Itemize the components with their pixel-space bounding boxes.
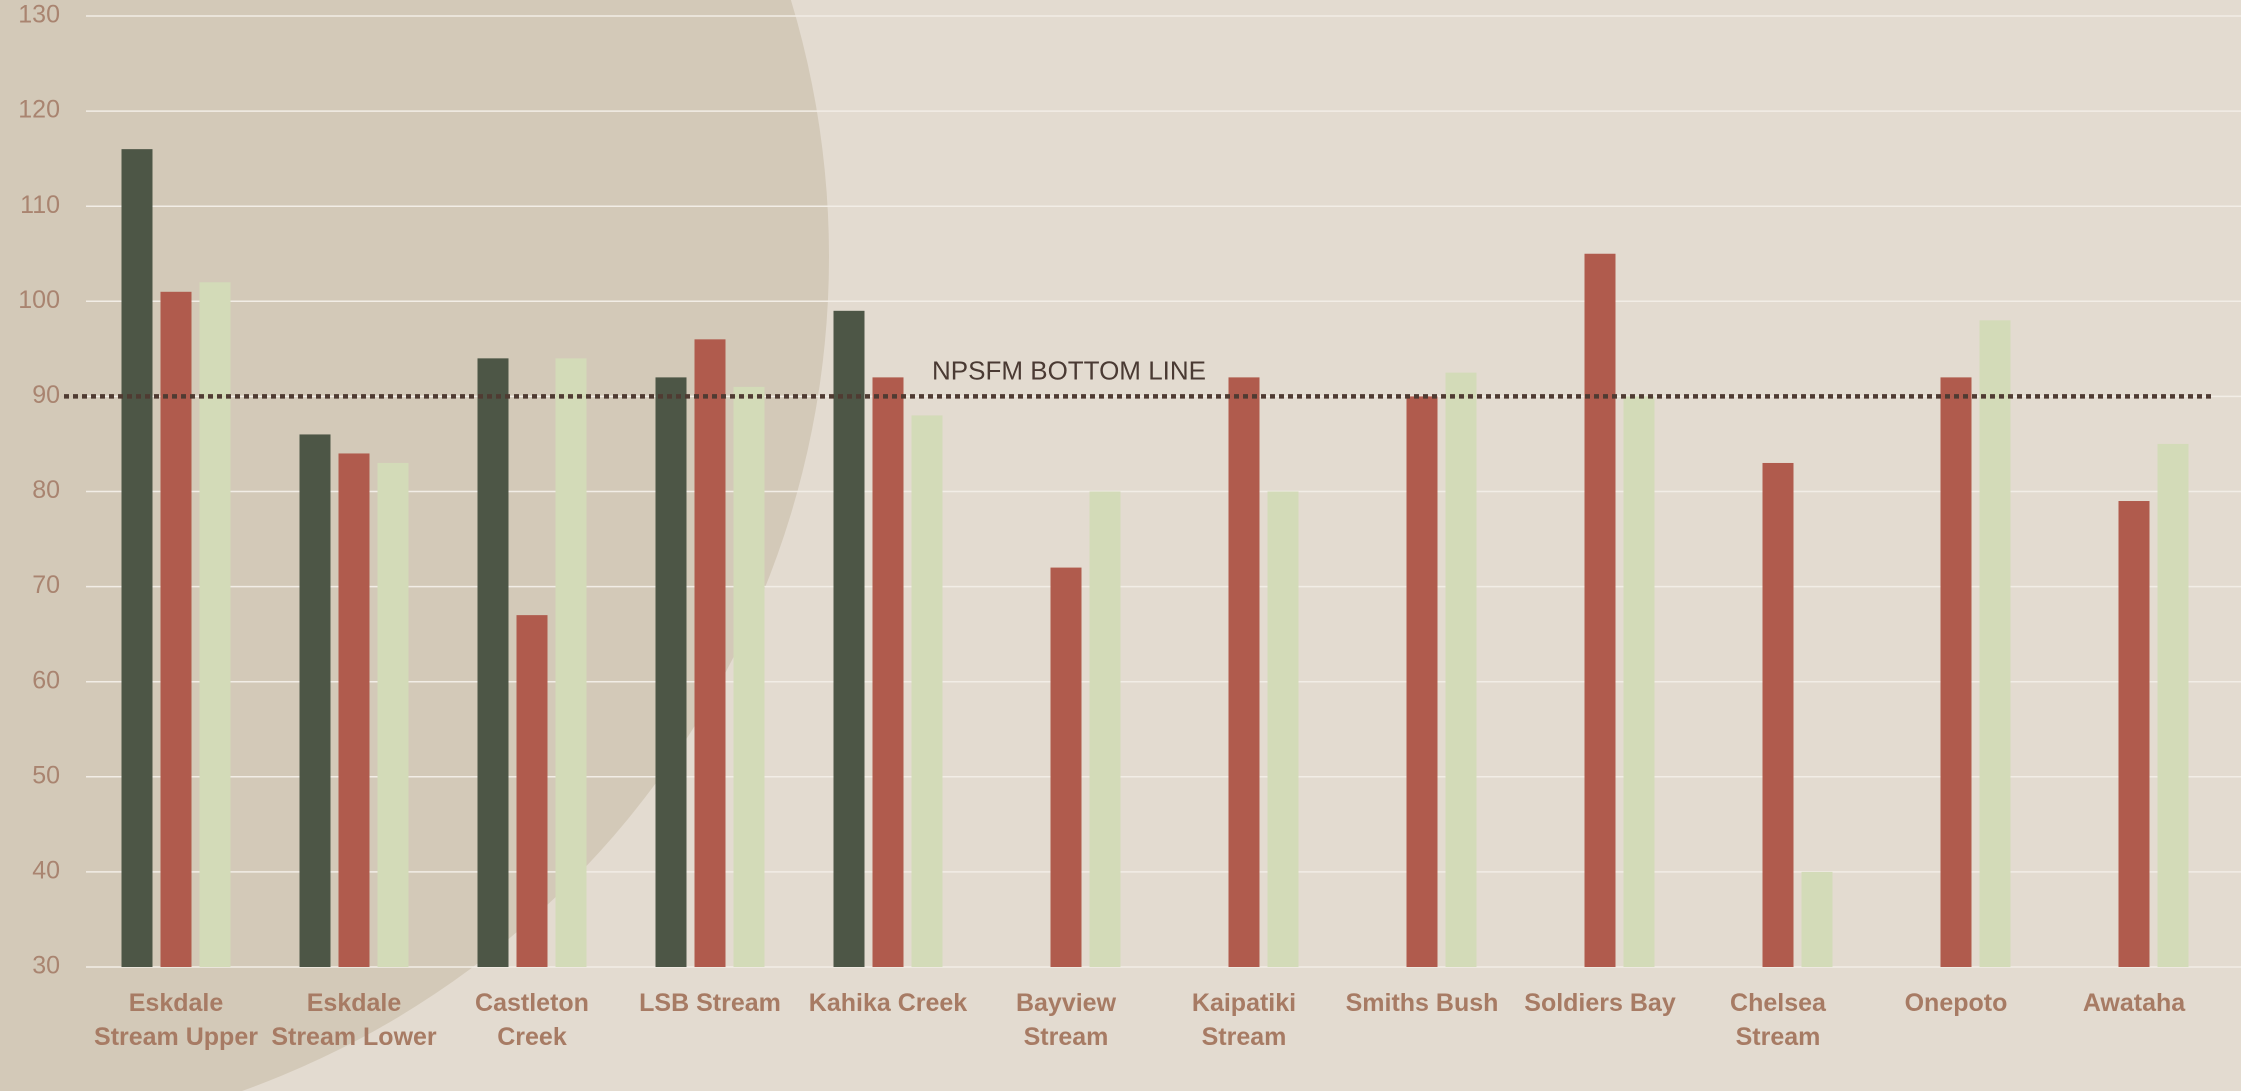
y-tick-label: 40 [32, 857, 60, 885]
x-tick-label: LSB Stream [639, 989, 781, 1017]
bar [1089, 491, 1121, 967]
x-tick-label: Castleton Creek [475, 989, 589, 1051]
y-tick-label: 70 [32, 571, 60, 599]
bar [299, 434, 331, 967]
bar [1406, 396, 1438, 967]
bar [377, 462, 409, 967]
x-tick-label: Soldiers Bay [1524, 989, 1676, 1017]
bar [655, 377, 687, 967]
bar [1050, 567, 1082, 967]
x-tick-label: Kaipatiki Stream [1191, 989, 1297, 1051]
x-tick-label: Onepoto [1904, 989, 2008, 1017]
bar [1228, 377, 1260, 967]
x-tick-label: Chelsea Stream [1730, 989, 1826, 1051]
bar [160, 291, 192, 967]
bar [516, 615, 548, 967]
y-tick-label: 120 [18, 96, 60, 124]
bar [872, 377, 904, 967]
bar [199, 282, 231, 967]
y-tick-label: 50 [32, 761, 60, 789]
y-tick-label: 100 [18, 286, 60, 314]
bar [1979, 320, 2011, 967]
x-tick-label: Eskdale Stream Upper [94, 989, 258, 1051]
x-tick-label: Bayview Stream [1015, 989, 1117, 1051]
bar [694, 339, 726, 968]
y-tick-label: 90 [32, 381, 60, 409]
bar [555, 358, 587, 967]
y-tick-label: 130 [18, 1, 60, 29]
y-tick-label: 30 [32, 952, 60, 980]
bar [121, 149, 153, 967]
x-tick-label: Eskdale Stream Lower [271, 989, 437, 1051]
reference-label: NPSFM BOTTOM LINE [932, 355, 1206, 385]
y-tick-label: 60 [32, 666, 60, 694]
bar [833, 310, 865, 967]
bar [1623, 396, 1655, 967]
y-tick-label: 80 [32, 476, 60, 504]
bar [1584, 253, 1616, 967]
bar [911, 415, 943, 967]
bar [1940, 377, 1972, 967]
bar [477, 358, 509, 967]
x-tick-label: Kahika Creek [808, 989, 968, 1017]
bar [1762, 462, 1794, 967]
bar [733, 386, 765, 967]
x-tick-label: Smiths Bush [1345, 989, 1499, 1017]
bar [2157, 443, 2189, 967]
bar [2118, 501, 2150, 967]
y-tick-label: 110 [20, 191, 60, 219]
x-tick-label: Awataha [2082, 989, 2186, 1017]
bar [1445, 372, 1477, 967]
bar [1801, 871, 1833, 967]
bar [338, 453, 370, 968]
bar [1267, 491, 1299, 967]
